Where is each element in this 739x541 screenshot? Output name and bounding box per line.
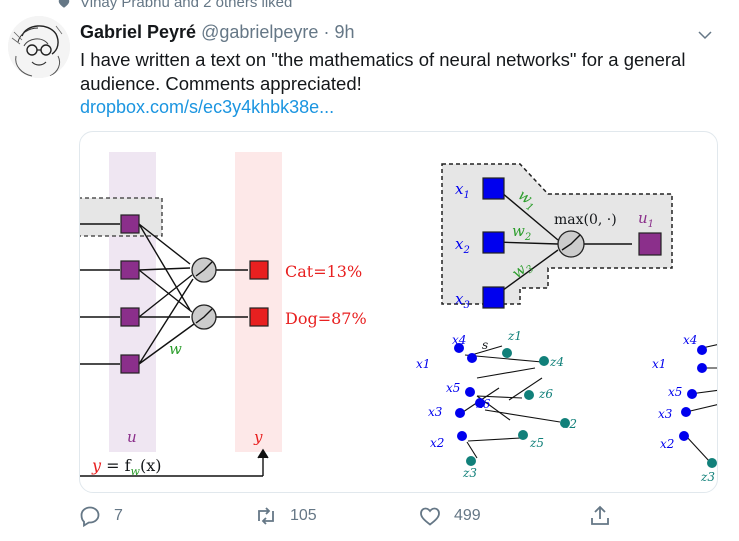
neuron-arrows — [494, 186, 632, 297]
dog-label: Dog=87% — [285, 309, 367, 328]
graph-edges — [462, 345, 561, 459]
neuron-box — [441, 163, 673, 305]
retweet-count: 105 — [290, 507, 317, 524]
svg-text:x1: x1 — [652, 357, 666, 371]
svg-text:x4: x4 — [683, 333, 697, 347]
retweet-button[interactable]: 105 — [254, 504, 317, 528]
neural-network-figure: Cat=13% Dog=87% w u y y = fw(x) x1 x2 x3 — [80, 152, 717, 484]
svg-text:x5: x5 — [668, 385, 682, 399]
y-column-band — [235, 152, 282, 452]
reply-icon — [80, 506, 100, 528]
x3-label: x3 — [455, 290, 470, 311]
u-column-band — [109, 152, 156, 452]
svg-text:x2: x2 — [660, 437, 674, 451]
tweet-actions: 7 105 499 — [0, 500, 739, 534]
input-arrows — [80, 223, 248, 365]
reply-count: 7 — [114, 507, 123, 524]
w1-label: w1 — [513, 186, 541, 214]
svg-text:x3: x3 — [428, 405, 443, 419]
neuron-output — [638, 232, 662, 256]
y-label: y — [253, 428, 263, 446]
avatar[interactable] — [8, 16, 70, 78]
neuron-inputs — [482, 177, 505, 309]
svg-text:x3: x3 — [658, 407, 673, 421]
svg-text:x4: x4 — [452, 333, 466, 347]
graph-x-nodes — [454, 343, 485, 441]
tweet-header: Gabriel Peyré @gabrielpeyre · 9h — [80, 22, 355, 43]
formula-y: y — [91, 456, 102, 475]
x1-label: x1 — [455, 180, 470, 201]
svg-text:x6: x6 — [476, 397, 491, 411]
heart-outline-icon — [420, 507, 440, 526]
svg-text:x2: x2 — [430, 436, 444, 450]
u-nodes — [120, 214, 140, 374]
tweet-media[interactable]: Cat=13% Dog=87% w u y y = fw(x) x1 x2 x3 — [79, 131, 718, 493]
w-label: w — [169, 340, 182, 358]
social-context-text: Vinay Prabhu and 2 others liked — [80, 0, 293, 11]
svg-text:x5: x5 — [446, 381, 460, 395]
formula: y = fw(x) — [91, 456, 161, 478]
like-button[interactable]: 499 — [418, 504, 481, 528]
svg-text:z1: z1 — [507, 329, 522, 343]
author-name[interactable]: Gabriel Peyré — [80, 22, 197, 42]
formula-arrow — [80, 448, 269, 477]
w2-label: w2 — [512, 222, 531, 243]
u1-label: u1 — [638, 209, 654, 230]
svg-text:z3: z3 — [462, 466, 477, 480]
author-handle[interactable]: @gabrielpeyre — [201, 22, 319, 42]
tweet-link[interactable]: dropbox.com/s/ec3y4khbk38e... — [80, 97, 335, 117]
avatar-sketch-icon — [8, 16, 70, 78]
social-context[interactable]: Vinay Prabhu and 2 others liked — [58, 0, 292, 11]
svg-text:z5: z5 — [529, 436, 544, 450]
graph-labels: x4 x1 x5 x3 x6 x2 z1 z4 z6 z2 z5 z3 s — [416, 329, 577, 480]
svg-text:z3: z3 — [700, 470, 715, 484]
formula-eq: = f — [101, 456, 132, 475]
svg-text:z6: z6 — [538, 387, 553, 401]
reply-button[interactable]: 7 — [78, 504, 123, 528]
tweet-text: I have written a text on "the mathematic… — [80, 49, 686, 94]
header-separator: · — [323, 22, 330, 42]
activation-nodes — [191, 257, 217, 330]
activation-label: max(0, ·) — [554, 212, 617, 228]
formula-x: (x) — [140, 456, 162, 475]
output-nodes — [249, 260, 269, 327]
cat-label: Cat=13% — [285, 262, 362, 281]
graph-copy: x4 x1 x5 x3 x2 z3 — [652, 333, 717, 484]
tweet-time[interactable]: 9h — [334, 22, 355, 42]
graph-z-nodes — [466, 348, 570, 466]
x2-label: x2 — [455, 235, 470, 256]
svg-text:x1: x1 — [416, 357, 430, 371]
neuron-activation-glyph — [561, 234, 581, 251]
share-button[interactable] — [588, 504, 612, 528]
share-icon — [591, 505, 609, 525]
like-count: 499 — [454, 507, 481, 524]
formula-w: w — [131, 465, 141, 478]
heart-icon — [58, 0, 70, 8]
svg-text:s: s — [482, 338, 488, 352]
svg-text:z4: z4 — [549, 355, 564, 369]
chevron-down-icon[interactable] — [696, 26, 714, 44]
retweet-icon — [258, 507, 274, 525]
svg-text:z2: z2 — [562, 417, 577, 431]
u-label: u — [127, 428, 137, 446]
